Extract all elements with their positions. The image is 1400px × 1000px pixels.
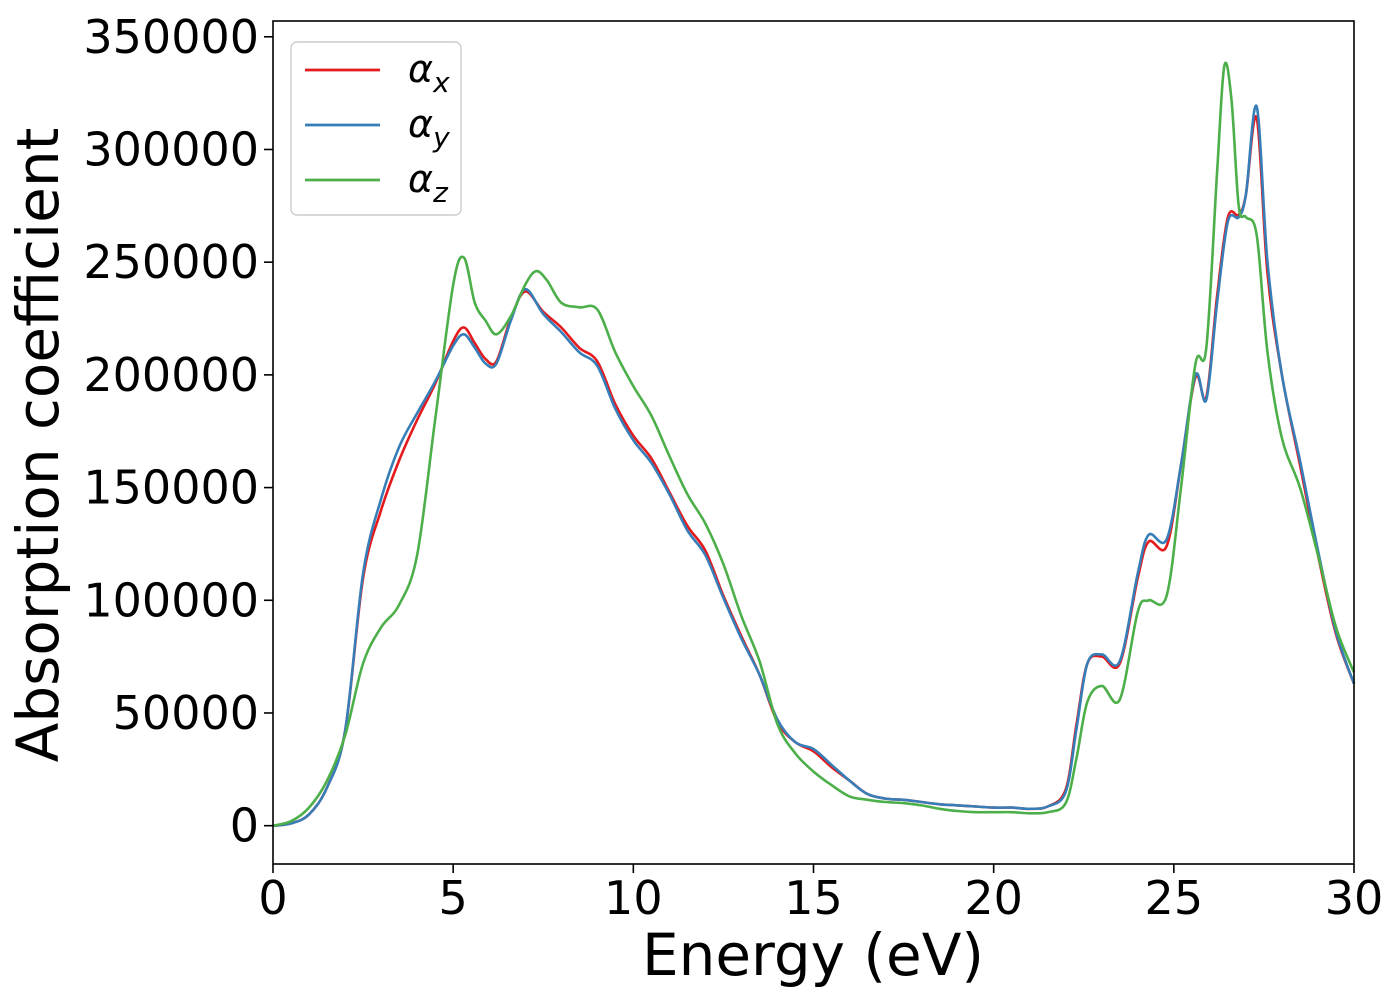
y-tick-label: 0 <box>230 799 259 853</box>
legend-label-x: αx <box>408 47 450 99</box>
x-tick-label: 20 <box>964 871 1023 925</box>
legend-label-z: αz <box>408 157 449 209</box>
legend-label-y: αy <box>408 102 450 154</box>
series-line-y <box>272 104 1356 827</box>
y-tick-label: 300000 <box>83 122 259 176</box>
x-axis-label: Energy (eV) <box>642 921 984 989</box>
y-tick-label: 350000 <box>83 10 259 64</box>
y-tick-label: 150000 <box>83 461 259 515</box>
x-tick-label: 0 <box>258 871 287 925</box>
y-axis-label: Absorption coefficient <box>4 128 72 763</box>
series-layer <box>272 61 1356 827</box>
y-tick-label: 250000 <box>83 235 259 289</box>
x-axis-ticks: 0 5 10 15 20 25 30 <box>258 864 1383 925</box>
series-line-z <box>272 61 1356 827</box>
x-tick-label: 25 <box>1145 871 1204 925</box>
y-tick-label: 200000 <box>83 348 259 402</box>
legend-box <box>290 41 462 216</box>
x-tick-label: 30 <box>1325 871 1384 925</box>
x-tick-label: 5 <box>439 871 468 925</box>
y-tick-label: 50000 <box>113 686 259 740</box>
y-tick-label: 100000 <box>83 573 259 627</box>
x-tick-label: 15 <box>784 871 843 925</box>
x-tick-label: 10 <box>604 871 663 925</box>
y-axis-ticks: 0 50000 100000 150000 200000 250000 300000 3500… <box>83 10 273 853</box>
